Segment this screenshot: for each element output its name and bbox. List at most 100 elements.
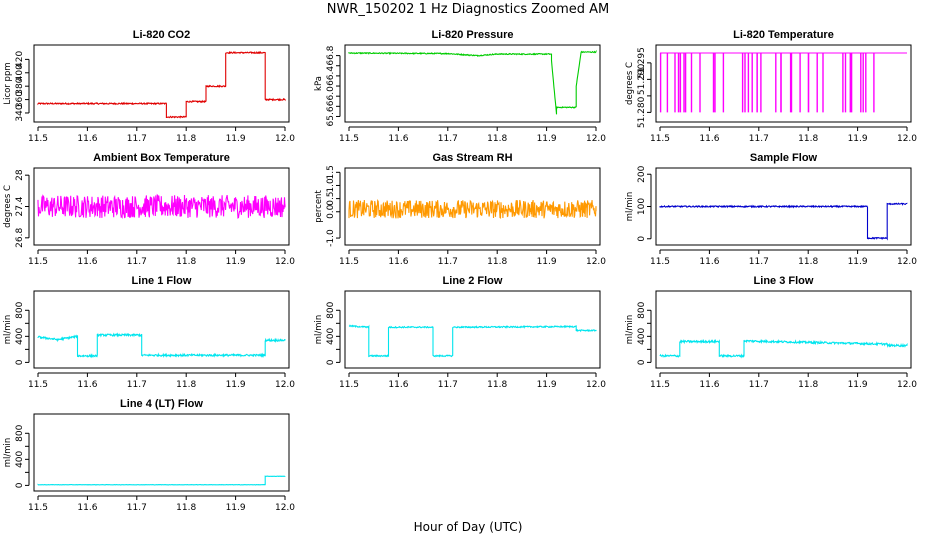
y-tick-label: 800 — [15, 424, 25, 441]
y-tick-label: 400 — [637, 327, 647, 344]
series-line — [659, 338, 908, 359]
series-line — [348, 49, 597, 115]
panel-8: Line 3 Flow 11.5 11.6 11.7 11.8 11.9 12.0 0 400 8… — [625, 275, 917, 390]
y-tick-label: 1.5 — [326, 165, 336, 179]
y-tick-label: 420 — [15, 51, 25, 68]
x-tick-label: 11.6 — [388, 134, 408, 144]
x-tick-label: 11.8 — [176, 134, 196, 144]
x-tick-label: 11.9 — [226, 257, 246, 267]
x-tick-label: 11.6 — [77, 134, 97, 144]
y-tick-label: 51.280 — [637, 96, 647, 128]
x-tick-label: 11.6 — [77, 380, 97, 390]
series-line — [348, 199, 597, 219]
x-tick-label: 11.5 — [650, 134, 670, 144]
panel-7: Line 2 Flow 11.5 11.6 11.7 11.8 11.9 12.0 0 400 8… — [314, 275, 606, 390]
y-tick-label: 800 — [637, 301, 647, 318]
plot-frame — [655, 44, 912, 123]
x-tick-label: 11.5 — [28, 380, 48, 390]
panel-title: Gas Stream RH — [432, 152, 512, 164]
x-tick-label: 11.9 — [226, 134, 246, 144]
x-tick-label: 11.7 — [749, 134, 769, 144]
panel-5: Sample Flow 11.5 11.6 11.7 11.8 11.9 12.0 0 100 2… — [625, 152, 917, 267]
x-tick-label: 11.8 — [176, 503, 196, 513]
x-tick-label: 11.9 — [537, 257, 557, 267]
y-tick-label: 0 — [326, 359, 336, 365]
y-tick-label: -1.0 — [326, 229, 336, 247]
x-tick-label: 11.6 — [77, 503, 97, 513]
y-axis-label: ml/min — [625, 315, 635, 345]
x-tick-label: 12.0 — [275, 503, 295, 513]
x-tick-label: 11.7 — [127, 503, 147, 513]
panel-6: Line 1 Flow 11.5 11.6 11.7 11.8 11.9 12.0 0 400 8… — [3, 275, 295, 390]
x-tick-label: 12.0 — [586, 257, 606, 267]
panels: Li-820 CO2 11.5 11.6 11.7 11.8 11.9 12.0 340360… — [3, 29, 917, 513]
y-axis-label: ml/min — [625, 192, 635, 222]
x-tick-label: 11.8 — [798, 380, 818, 390]
x-tick-label: 11.9 — [848, 257, 868, 267]
y-tick-label: 65.6 — [326, 106, 336, 126]
x-tick-label: 11.9 — [226, 380, 246, 390]
y-tick-label: 800 — [15, 301, 25, 318]
y-tick-label: 400 — [326, 327, 336, 344]
series-line — [37, 332, 286, 359]
x-tick-label: 11.8 — [798, 257, 818, 267]
series-line — [37, 475, 286, 486]
x-tick-label: 11.6 — [699, 380, 719, 390]
y-tick-label: 400 — [15, 327, 25, 344]
y-tick-label: 340 — [15, 104, 25, 121]
x-tick-label: 11.5 — [28, 257, 48, 267]
y-tick-label: 0 — [637, 359, 647, 365]
x-tick-label: 11.9 — [848, 134, 868, 144]
panel-title: Ambient Box Temperature — [93, 152, 230, 164]
x-tick-label: 11.5 — [339, 257, 359, 267]
y-axis-label: degrees C — [625, 62, 635, 105]
x-tick-label: 11.9 — [848, 380, 868, 390]
y-axis-label: degrees C — [3, 185, 13, 228]
y-tick-label: 360 — [15, 91, 25, 108]
y-axis-label: ml/min — [3, 315, 13, 345]
x-tick-label: 12.0 — [275, 380, 295, 390]
plot-frame — [33, 167, 290, 246]
x-tick-label: 12.0 — [275, 257, 295, 267]
panel-3: Ambient Box Temperature 11.5 11.6 11.7 11.8 1… — [3, 152, 295, 267]
x-tick-label: 11.7 — [127, 380, 147, 390]
series-spikes — [659, 53, 875, 113]
x-tick-label: 12.0 — [586, 380, 606, 390]
x-tick-label: 11.7 — [438, 257, 458, 267]
panel-9: Line 4 (LT) Flow 11.5 11.6 11.7 11.8 11.9 12.0… — [3, 398, 295, 513]
y-tick-label: 51.295 — [637, 47, 647, 79]
panel-title: Line 3 Flow — [754, 275, 814, 287]
panel-title: Line 1 Flow — [132, 275, 192, 287]
y-tick-label: 400 — [15, 450, 25, 467]
y-tick-label: 66.0 — [326, 86, 336, 106]
x-axis-label: Hour of Day (UTC) — [414, 520, 523, 534]
plot-frame — [33, 290, 290, 369]
panel-0: Li-820 CO2 11.5 11.6 11.7 11.8 11.9 12.0 340360… — [3, 29, 295, 144]
y-axis-label: kPa — [314, 76, 324, 91]
panel-1: Li-820 Pressure 11.5 11.6 11.7 11.8 11.9 12.0 6… — [314, 29, 606, 144]
x-tick-label: 12.0 — [897, 257, 917, 267]
y-tick-label: 28 — [15, 169, 25, 181]
x-tick-label: 11.8 — [487, 134, 507, 144]
series-line — [37, 50, 286, 119]
y-tick-label: 0.0 — [326, 204, 336, 219]
y-axis-label: Licor ppm — [3, 62, 13, 104]
y-tick-label: 66.4 — [326, 66, 336, 86]
y-tick-label: 800 — [326, 301, 336, 318]
plot-frame — [655, 167, 912, 246]
x-tick-label: 11.8 — [176, 380, 196, 390]
x-tick-label: 11.9 — [226, 503, 246, 513]
x-tick-label: 12.0 — [586, 134, 606, 144]
panel-title: Line 4 (LT) Flow — [120, 398, 203, 410]
panel-title: Sample Flow — [750, 152, 818, 164]
panel-2: Li-820 Temperature 11.5 11.6 11.7 11.8 11.9 12… — [625, 29, 917, 144]
x-tick-label: 11.5 — [650, 380, 670, 390]
y-tick-label: 0 — [15, 359, 25, 365]
x-tick-label: 11.6 — [388, 380, 408, 390]
x-tick-label: 12.0 — [897, 380, 917, 390]
x-tick-label: 11.6 — [699, 134, 719, 144]
y-tick-label: 27.4 — [15, 196, 25, 216]
panel-title: Li-820 Temperature — [733, 29, 834, 41]
plot-frame — [344, 290, 601, 369]
plot-frame — [344, 44, 601, 123]
